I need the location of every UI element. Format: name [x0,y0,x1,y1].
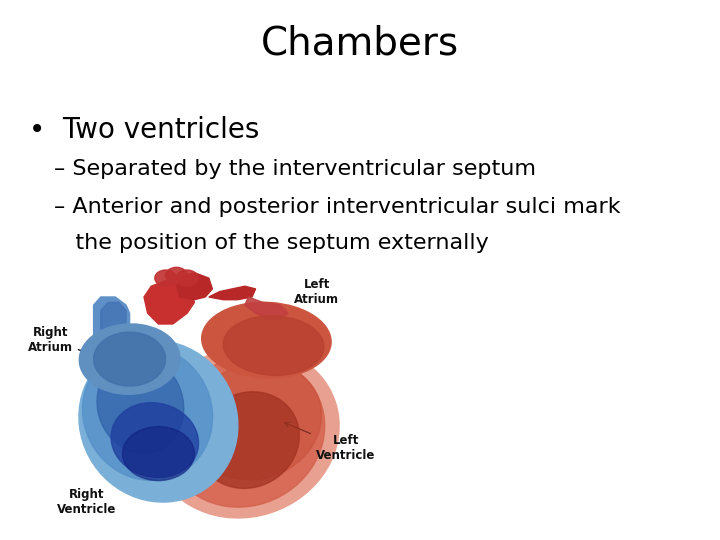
Ellipse shape [166,267,187,284]
Text: Left
Atrium: Left Atrium [270,278,339,322]
Text: the position of the septum externally: the position of the septum externally [54,233,489,253]
Ellipse shape [94,332,166,386]
Ellipse shape [79,340,238,502]
Text: – Anterior and posterior interventricular sulci mark: – Anterior and posterior interventricula… [54,197,621,217]
Ellipse shape [111,403,199,477]
Text: Right
Ventricle: Right Ventricle [57,461,144,516]
Polygon shape [245,297,288,319]
Ellipse shape [190,362,321,480]
Ellipse shape [79,324,180,394]
Polygon shape [176,273,212,300]
Ellipse shape [97,356,184,454]
Text: Right
Atrium: Right Atrium [28,326,119,364]
Polygon shape [144,281,194,324]
Ellipse shape [197,392,300,488]
Ellipse shape [83,346,212,481]
Text: Left
Ventricle: Left Ventricle [284,422,375,462]
Polygon shape [94,297,130,386]
Text: •  Two ventricles: • Two ventricles [29,116,259,144]
Ellipse shape [223,316,324,375]
Text: Chambers: Chambers [261,24,459,62]
Ellipse shape [150,346,339,518]
Ellipse shape [165,357,325,507]
Polygon shape [101,302,126,383]
Ellipse shape [202,302,331,378]
Ellipse shape [155,270,176,286]
Ellipse shape [122,427,194,481]
Text: – Separated by the interventricular septum: – Separated by the interventricular sept… [54,159,536,179]
Ellipse shape [176,270,198,286]
Polygon shape [209,286,256,300]
